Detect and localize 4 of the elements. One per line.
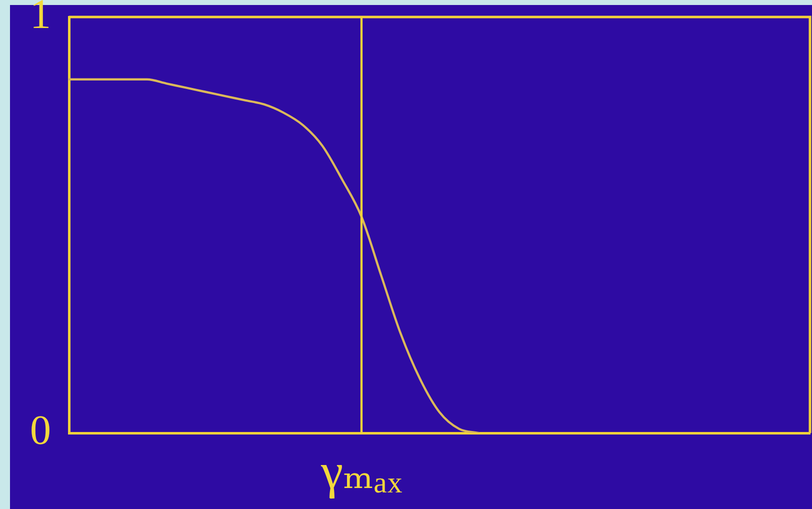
x-tick-label: γₘₐₓ xyxy=(320,443,402,500)
line-series xyxy=(68,78,480,433)
y-tick-label: 1 xyxy=(30,0,51,38)
y-tick-label: 0 xyxy=(30,408,51,454)
